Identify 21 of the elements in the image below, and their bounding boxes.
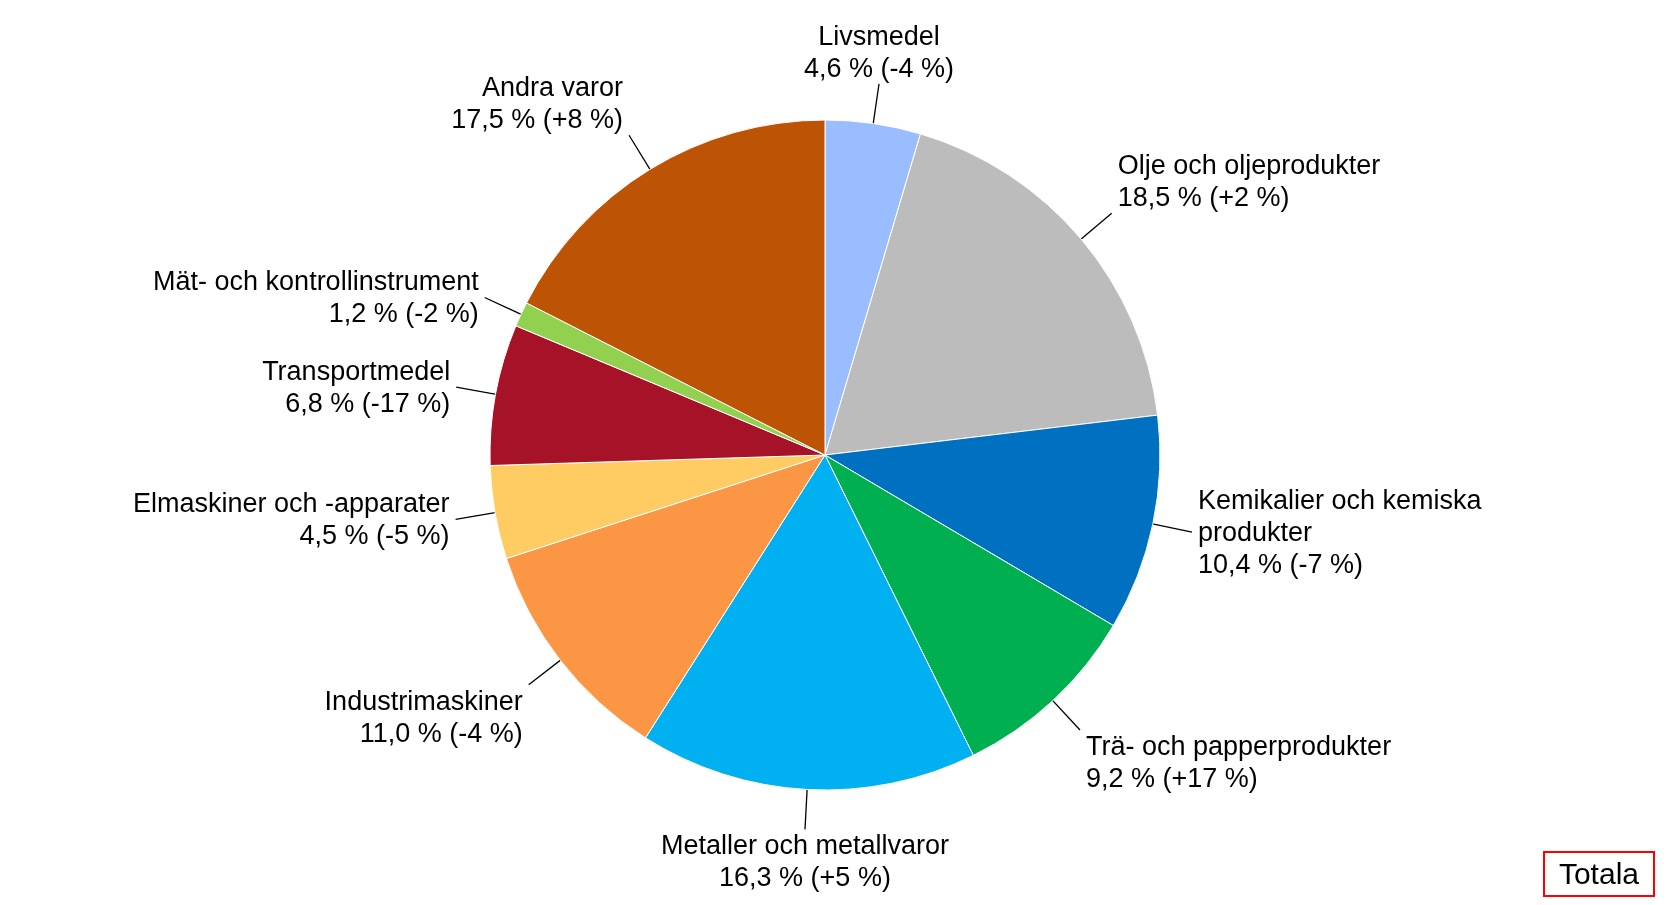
slice-label: Elmaskiner och -apparater xyxy=(132,488,450,519)
slice-label: Trä- och papperprodukter xyxy=(1085,730,1392,761)
slice-label: Olje och oljeprodukter xyxy=(1117,150,1381,181)
slice-label: Livsmedel xyxy=(818,20,940,51)
data-label: 6,8 % (-17 %) xyxy=(285,388,451,419)
data-label: 4,5 % (-5 %) xyxy=(299,520,450,551)
text: Totala xyxy=(1542,851,1655,897)
data-label: 17,5 % (+8 %) xyxy=(451,104,624,135)
slice-label: Transportmedel xyxy=(262,356,451,387)
data-label: 9,2 % (+17 %) xyxy=(1085,762,1258,793)
data-label: 10,4 % (-7 %) xyxy=(1197,549,1364,580)
slice-label: Kemikalier och kemiska produkter xyxy=(1197,485,1483,548)
slice-label: Andra varor xyxy=(481,72,624,103)
slice-label: Mät- och kontrollinstrument xyxy=(153,266,480,297)
data-label: 11,0 % (-4 %) xyxy=(359,717,523,748)
data-label: 18,5 % (+2 %) xyxy=(1117,182,1290,213)
data-label: 1,2 % (-2 %) xyxy=(328,298,479,329)
slice-label: Metaller och metallvaror xyxy=(660,830,950,861)
data-label: 4,6 % (-4 %) xyxy=(803,52,955,83)
slice-label: Industrimaskiner xyxy=(324,685,523,716)
data-label: 16,3 % (+5 %) xyxy=(719,862,891,893)
